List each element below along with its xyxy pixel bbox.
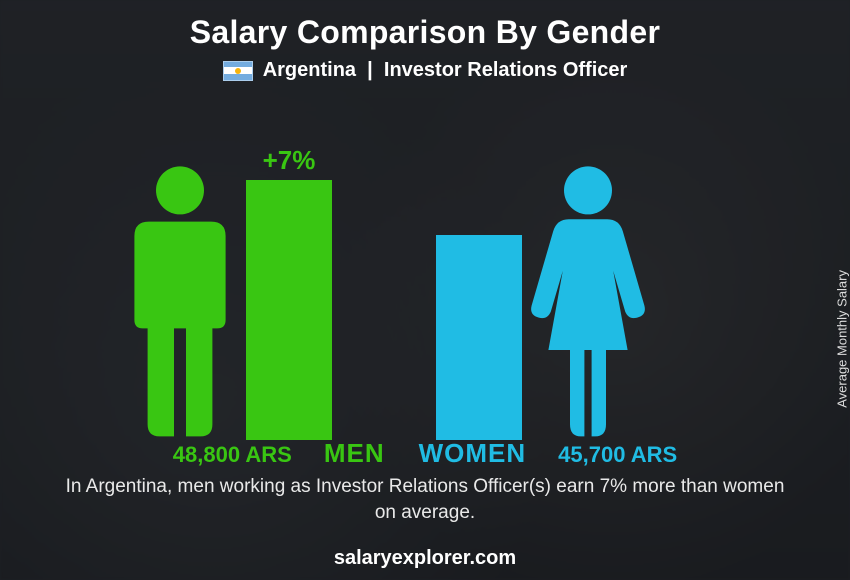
women-salary: 45,700 ARS (558, 442, 677, 468)
women-label: WOMEN (419, 438, 527, 469)
subtitle-job: Investor Relations Officer (384, 59, 627, 81)
labels-row: 48,800 ARS MEN WOMEN 45,700 ARS (0, 438, 850, 469)
men-bar: +7% (246, 180, 332, 440)
subtitle-country: Argentina (263, 59, 356, 81)
delta-label: +7% (263, 145, 316, 176)
footer-source: salaryexplorer.com (0, 547, 850, 570)
men-label: MEN (324, 438, 385, 469)
subtitle-separator: | (367, 59, 373, 81)
y-axis-label: Average Monthly Salary (835, 270, 850, 408)
man-icon (120, 164, 240, 440)
subtitle-row: Argentina | Investor Relations Officer (0, 59, 850, 82)
argentina-flag-icon (223, 61, 253, 81)
woman-icon (528, 164, 648, 440)
comparison-chart: Average Monthly Salary +7% (0, 100, 850, 440)
subtitle-text: Argentina | Investor Relations Officer (263, 59, 628, 82)
infographic-content: Salary Comparison By Gender Argentina | … (0, 0, 850, 580)
women-bar (436, 235, 522, 440)
women-group (430, 164, 648, 440)
men-group: +7% (120, 164, 338, 440)
men-salary: 48,800 ARS (173, 442, 292, 468)
page-title: Salary Comparison By Gender (0, 0, 850, 51)
description-text: In Argentina, men working as Investor Re… (60, 474, 790, 525)
